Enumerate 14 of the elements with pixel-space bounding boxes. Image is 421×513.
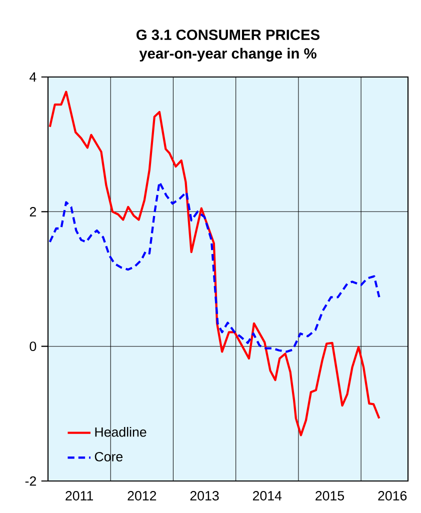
- y-tick-label: 2: [30, 207, 36, 216]
- line-series: [48, 180, 380, 353]
- x-tick-label: 2012: [128, 491, 156, 500]
- y-tick-label: -2: [25, 476, 36, 486]
- x-tick-label: 2011: [66, 491, 93, 500]
- y-tick-label: 4: [30, 72, 36, 82]
- chart-title: G 3.1 CONSUMER PRICES: [136, 30, 320, 40]
- x-tick-label: 2015: [316, 491, 344, 500]
- y-tick-label: 0: [30, 342, 36, 352]
- x-tick-label: 2014: [252, 491, 282, 500]
- x-tick-label: 2016: [378, 491, 407, 500]
- chart-subtitle: year-on-year change in %: [139, 48, 316, 62]
- line-series: [48, 90, 380, 436]
- x-tick-label: 2013: [190, 491, 219, 500]
